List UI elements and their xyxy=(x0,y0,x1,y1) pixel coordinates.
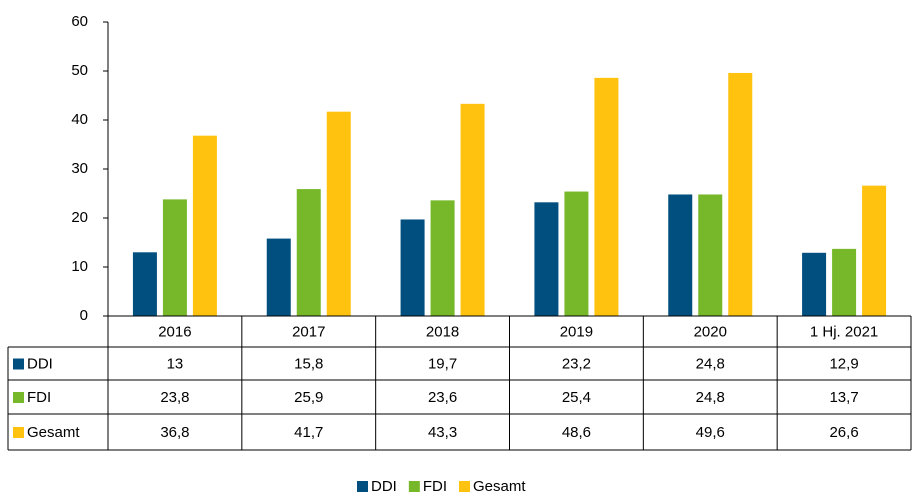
table-cell: 25,4 xyxy=(562,389,591,406)
table-cell: 41,7 xyxy=(294,424,323,441)
legend-swatch xyxy=(408,481,420,492)
legend-label: DDI xyxy=(371,478,397,495)
bar xyxy=(534,202,559,316)
bar xyxy=(460,103,485,316)
bar xyxy=(326,111,351,316)
legend-swatch xyxy=(357,481,368,492)
bar xyxy=(162,199,187,316)
y-tick-label: 40 xyxy=(71,111,88,128)
x-tick-label: 2017 xyxy=(292,323,325,340)
y-tick-label: 0 xyxy=(80,307,88,324)
table-row-label: FDI xyxy=(27,389,51,406)
bar xyxy=(594,77,619,316)
table-cell: 13 xyxy=(167,355,184,372)
bar xyxy=(698,194,723,316)
legend-label: FDI xyxy=(423,478,447,495)
table-legend-swatch xyxy=(13,358,24,370)
table-cell: 24,8 xyxy=(696,355,725,372)
y-tick-label: 50 xyxy=(71,62,88,79)
bar xyxy=(430,200,455,316)
bar xyxy=(132,252,157,316)
table-legend-swatch xyxy=(13,427,24,438)
table-cell: 24,8 xyxy=(696,389,725,406)
table-cell: 19,7 xyxy=(428,355,457,372)
x-tick-label: 2018 xyxy=(426,323,459,340)
table-cell: 23,6 xyxy=(428,389,457,406)
y-tick-label: 30 xyxy=(71,160,88,177)
bar xyxy=(192,135,217,316)
x-tick-label: 2019 xyxy=(560,323,593,340)
y-tick-label: 10 xyxy=(71,258,88,275)
bar xyxy=(668,194,693,316)
legend-swatch xyxy=(459,481,471,492)
y-tick-label: 20 xyxy=(71,209,88,226)
bar xyxy=(728,72,753,317)
bar xyxy=(802,252,827,316)
table-legend-swatch xyxy=(13,392,24,403)
table-cell: 48,6 xyxy=(562,424,591,441)
table-cell: 49,6 xyxy=(696,424,725,441)
table-cell: 23,2 xyxy=(562,355,591,372)
table-cell: 26,6 xyxy=(829,424,858,441)
table-row-label: DDI xyxy=(27,355,53,372)
bar xyxy=(862,185,887,316)
legend-label: Gesamt xyxy=(473,478,526,495)
bar xyxy=(564,191,589,316)
table-cell: 36,8 xyxy=(160,424,189,441)
table-cell: 13,7 xyxy=(829,389,858,406)
x-tick-label: 1 Hj. 2021 xyxy=(810,323,878,340)
bar xyxy=(296,189,321,316)
bar xyxy=(266,238,291,316)
table-cell: 23,8 xyxy=(160,389,189,406)
table-cell: 43,3 xyxy=(428,424,457,441)
x-tick-label: 2016 xyxy=(158,323,191,340)
bar xyxy=(400,219,425,316)
table-cell: 25,9 xyxy=(294,389,323,406)
bar xyxy=(832,248,857,316)
y-tick-label: 60 xyxy=(71,13,88,30)
table-cell: 15,8 xyxy=(294,355,323,372)
table-cell: 12,9 xyxy=(829,355,858,372)
table-row-label: Gesamt xyxy=(27,424,80,441)
x-tick-label: 2020 xyxy=(694,323,727,340)
